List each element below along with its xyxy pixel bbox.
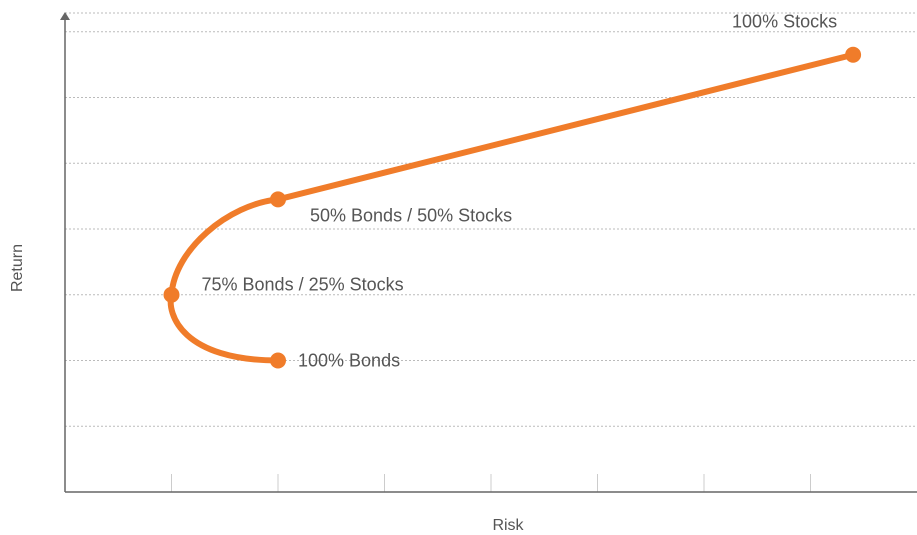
x-axis-label: Risk — [492, 517, 524, 534]
data-point — [845, 46, 862, 63]
data-label: 100% Bonds — [298, 350, 400, 370]
data-label: 50% Bonds / 50% Stocks — [310, 205, 512, 225]
frontier-labels: 100% Bonds 75% Bonds / 25% Stocks 50% Bond… — [202, 12, 838, 371]
data-label: 75% Bonds / 25% Stocks — [202, 275, 404, 295]
y-axis-arrow — [60, 12, 70, 20]
data-point — [270, 352, 286, 369]
data-point — [163, 286, 180, 303]
frontier-points — [163, 46, 862, 369]
x-ticks — [171, 474, 811, 492]
data-label: 100% Stocks — [732, 12, 837, 32]
y-axis-label: Return — [9, 244, 26, 292]
data-point — [270, 191, 286, 208]
